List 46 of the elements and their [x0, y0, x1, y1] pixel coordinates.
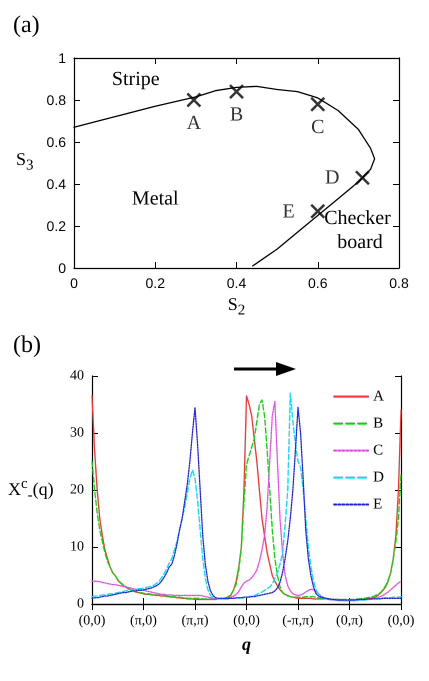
data-label: E: [282, 200, 295, 222]
chart-title: (b): [13, 332, 41, 358]
annotation: Checker board: [324, 207, 396, 254]
data-label: A: [186, 112, 202, 134]
point: [228, 84, 244, 100]
y-axis-title: X$^{c}$$_{-}$(q): [8, 476, 54, 505]
y-tick-label: 0: [77, 596, 84, 612]
data-label: B: [230, 104, 244, 126]
legend-label: E: [373, 496, 382, 512]
point: [310, 204, 326, 220]
y-axis-title: S$_{3}$: [16, 149, 34, 175]
annotation: Metal: [132, 188, 180, 210]
x-tick-label: (0,0): [233, 614, 260, 628]
x-tick-label: (-π,π): [282, 614, 314, 628]
y-tick-label: 30: [70, 426, 84, 440]
y-tick-label: 1: [58, 50, 66, 66]
y-tick-label: 0.2: [46, 218, 66, 234]
point: [354, 170, 370, 186]
x-tick-label: (π,0): [130, 614, 158, 628]
point: [186, 92, 202, 108]
legend-label: B: [373, 416, 384, 432]
x-tick-label: 0.6: [308, 275, 328, 291]
y-tick-label: 0.6: [46, 134, 66, 150]
point: [310, 96, 326, 112]
chart-title: (a): [13, 12, 40, 38]
x-axis-title: S$_{2}$: [226, 294, 246, 320]
x-tick-label: (0,π): [336, 614, 364, 628]
y-tick-label: 10: [70, 540, 84, 554]
x-tick-label: (0,0): [388, 614, 415, 628]
x-tick-label: (π,π): [182, 614, 209, 628]
y-tick-label: 0.8: [46, 92, 66, 108]
data-label: C: [311, 116, 324, 138]
y-tick-label: 40: [70, 368, 84, 384]
legend-label: D: [373, 470, 384, 486]
annotation: Stripe: [112, 68, 160, 90]
legend-label: C: [373, 442, 384, 458]
x-tick-label: 0.8: [389, 275, 409, 291]
legend-label: A: [373, 388, 384, 404]
y-tick-label: 20: [70, 482, 84, 498]
x-tick-label: (0,0): [78, 614, 106, 628]
y-tick-label: 0: [58, 260, 66, 276]
x-axis-title: q: [241, 634, 252, 655]
x-tick-label: 0.4: [226, 275, 246, 291]
x-tick-label: 0.2: [146, 275, 166, 291]
data-label: D: [324, 166, 340, 189]
y-tick-label: 0.4: [46, 176, 66, 192]
